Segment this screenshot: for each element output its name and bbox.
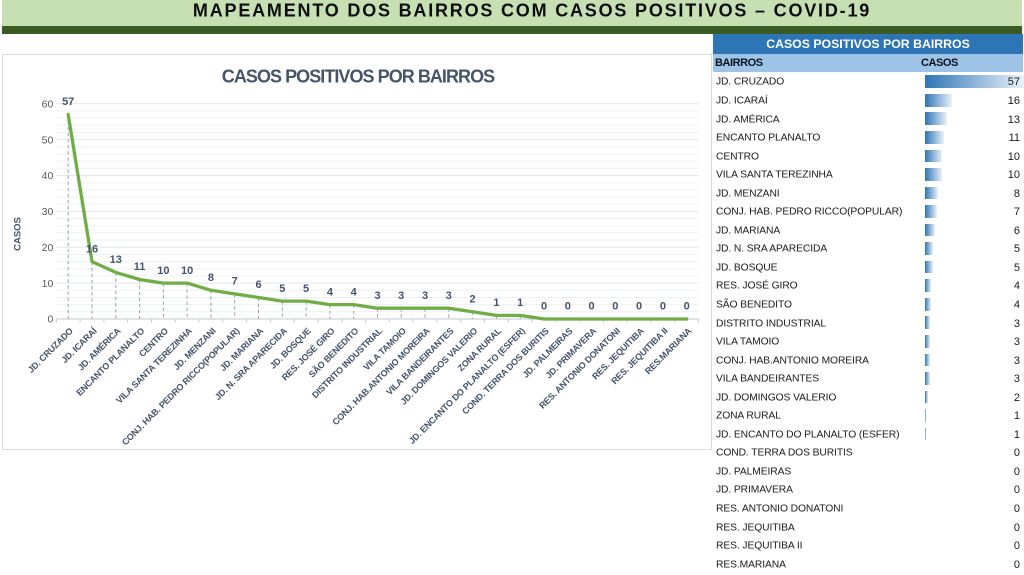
svg-text:57: 57 — [62, 96, 74, 108]
svg-text:2: 2 — [470, 294, 476, 306]
svg-text:16: 16 — [86, 243, 98, 255]
svg-text:0: 0 — [47, 314, 53, 326]
svg-text:CASOS POSITIVOS POR BAIRROS: CASOS POSITIVOS POR BAIRROS — [222, 66, 495, 86]
svg-text:3: 3 — [398, 290, 404, 302]
svg-text:6: 6 — [255, 279, 261, 291]
svg-text:3: 3 — [374, 290, 380, 302]
svg-text:0: 0 — [612, 301, 618, 313]
svg-text:10: 10 — [181, 265, 193, 277]
svg-text:11: 11 — [134, 261, 146, 273]
svg-text:3: 3 — [446, 290, 452, 302]
svg-text:50: 50 — [42, 134, 54, 146]
svg-text:30: 30 — [42, 206, 54, 218]
svg-text:10: 10 — [42, 278, 54, 290]
svg-text:4: 4 — [327, 286, 334, 298]
svg-text:5: 5 — [303, 283, 309, 295]
svg-text:8: 8 — [208, 272, 214, 284]
svg-text:60: 60 — [42, 98, 54, 110]
svg-text:1: 1 — [493, 297, 499, 309]
svg-text:1: 1 — [517, 297, 523, 309]
svg-text:20: 20 — [42, 242, 54, 254]
svg-text:0: 0 — [565, 301, 571, 313]
svg-text:4: 4 — [351, 286, 358, 298]
svg-text:5: 5 — [279, 283, 285, 295]
svg-text:13: 13 — [110, 254, 122, 266]
svg-text:10: 10 — [157, 265, 169, 277]
svg-text:0: 0 — [541, 301, 547, 313]
svg-text:7: 7 — [232, 276, 238, 288]
svg-text:0: 0 — [636, 301, 642, 313]
svg-text:0: 0 — [588, 301, 594, 313]
svg-text:CASOS: CASOS — [13, 217, 24, 251]
svg-text:0: 0 — [660, 301, 666, 313]
svg-text:40: 40 — [42, 170, 54, 182]
svg-text:3: 3 — [422, 290, 428, 302]
svg-text:0: 0 — [684, 301, 690, 313]
